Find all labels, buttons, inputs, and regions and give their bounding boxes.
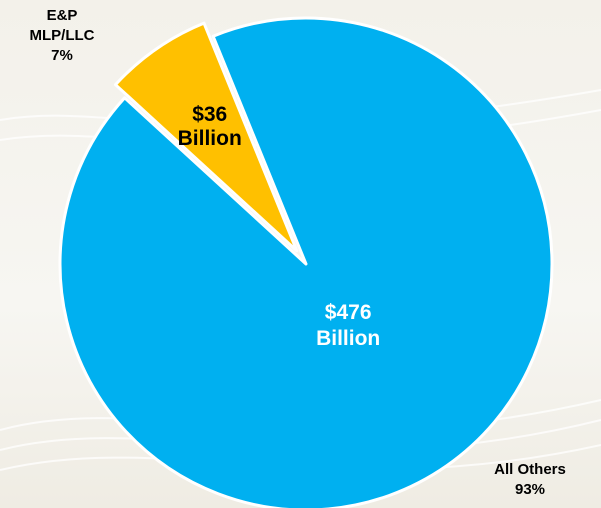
slice-value-label-line: $476 [325, 301, 372, 324]
slice-category-label-0: E&P MLP/LLC 7% [30, 7, 95, 64]
slice-value-label-0: $36 Billion [178, 103, 242, 150]
pie-slice-0 [113, 21, 299, 253]
pie-slice-1 [58, 16, 554, 508]
slice-value-label-line: Billion [316, 327, 380, 350]
slice-value-label-line: $36 [192, 103, 227, 126]
slice-category-label-line: All Others [494, 461, 566, 478]
slice-category-label-line: MLP/LLC [30, 27, 95, 44]
slice-category-label-line: 7% [51, 47, 73, 64]
slice-value-label-1: $476 Billion [316, 301, 380, 350]
slice-category-label-line: 93% [515, 481, 545, 498]
slice-category-label-line: E&P [47, 7, 78, 24]
slice-category-label-1: All Others 93% [494, 461, 566, 498]
pie-slices [58, 16, 554, 508]
slice-value-label-line: Billion [178, 127, 242, 150]
